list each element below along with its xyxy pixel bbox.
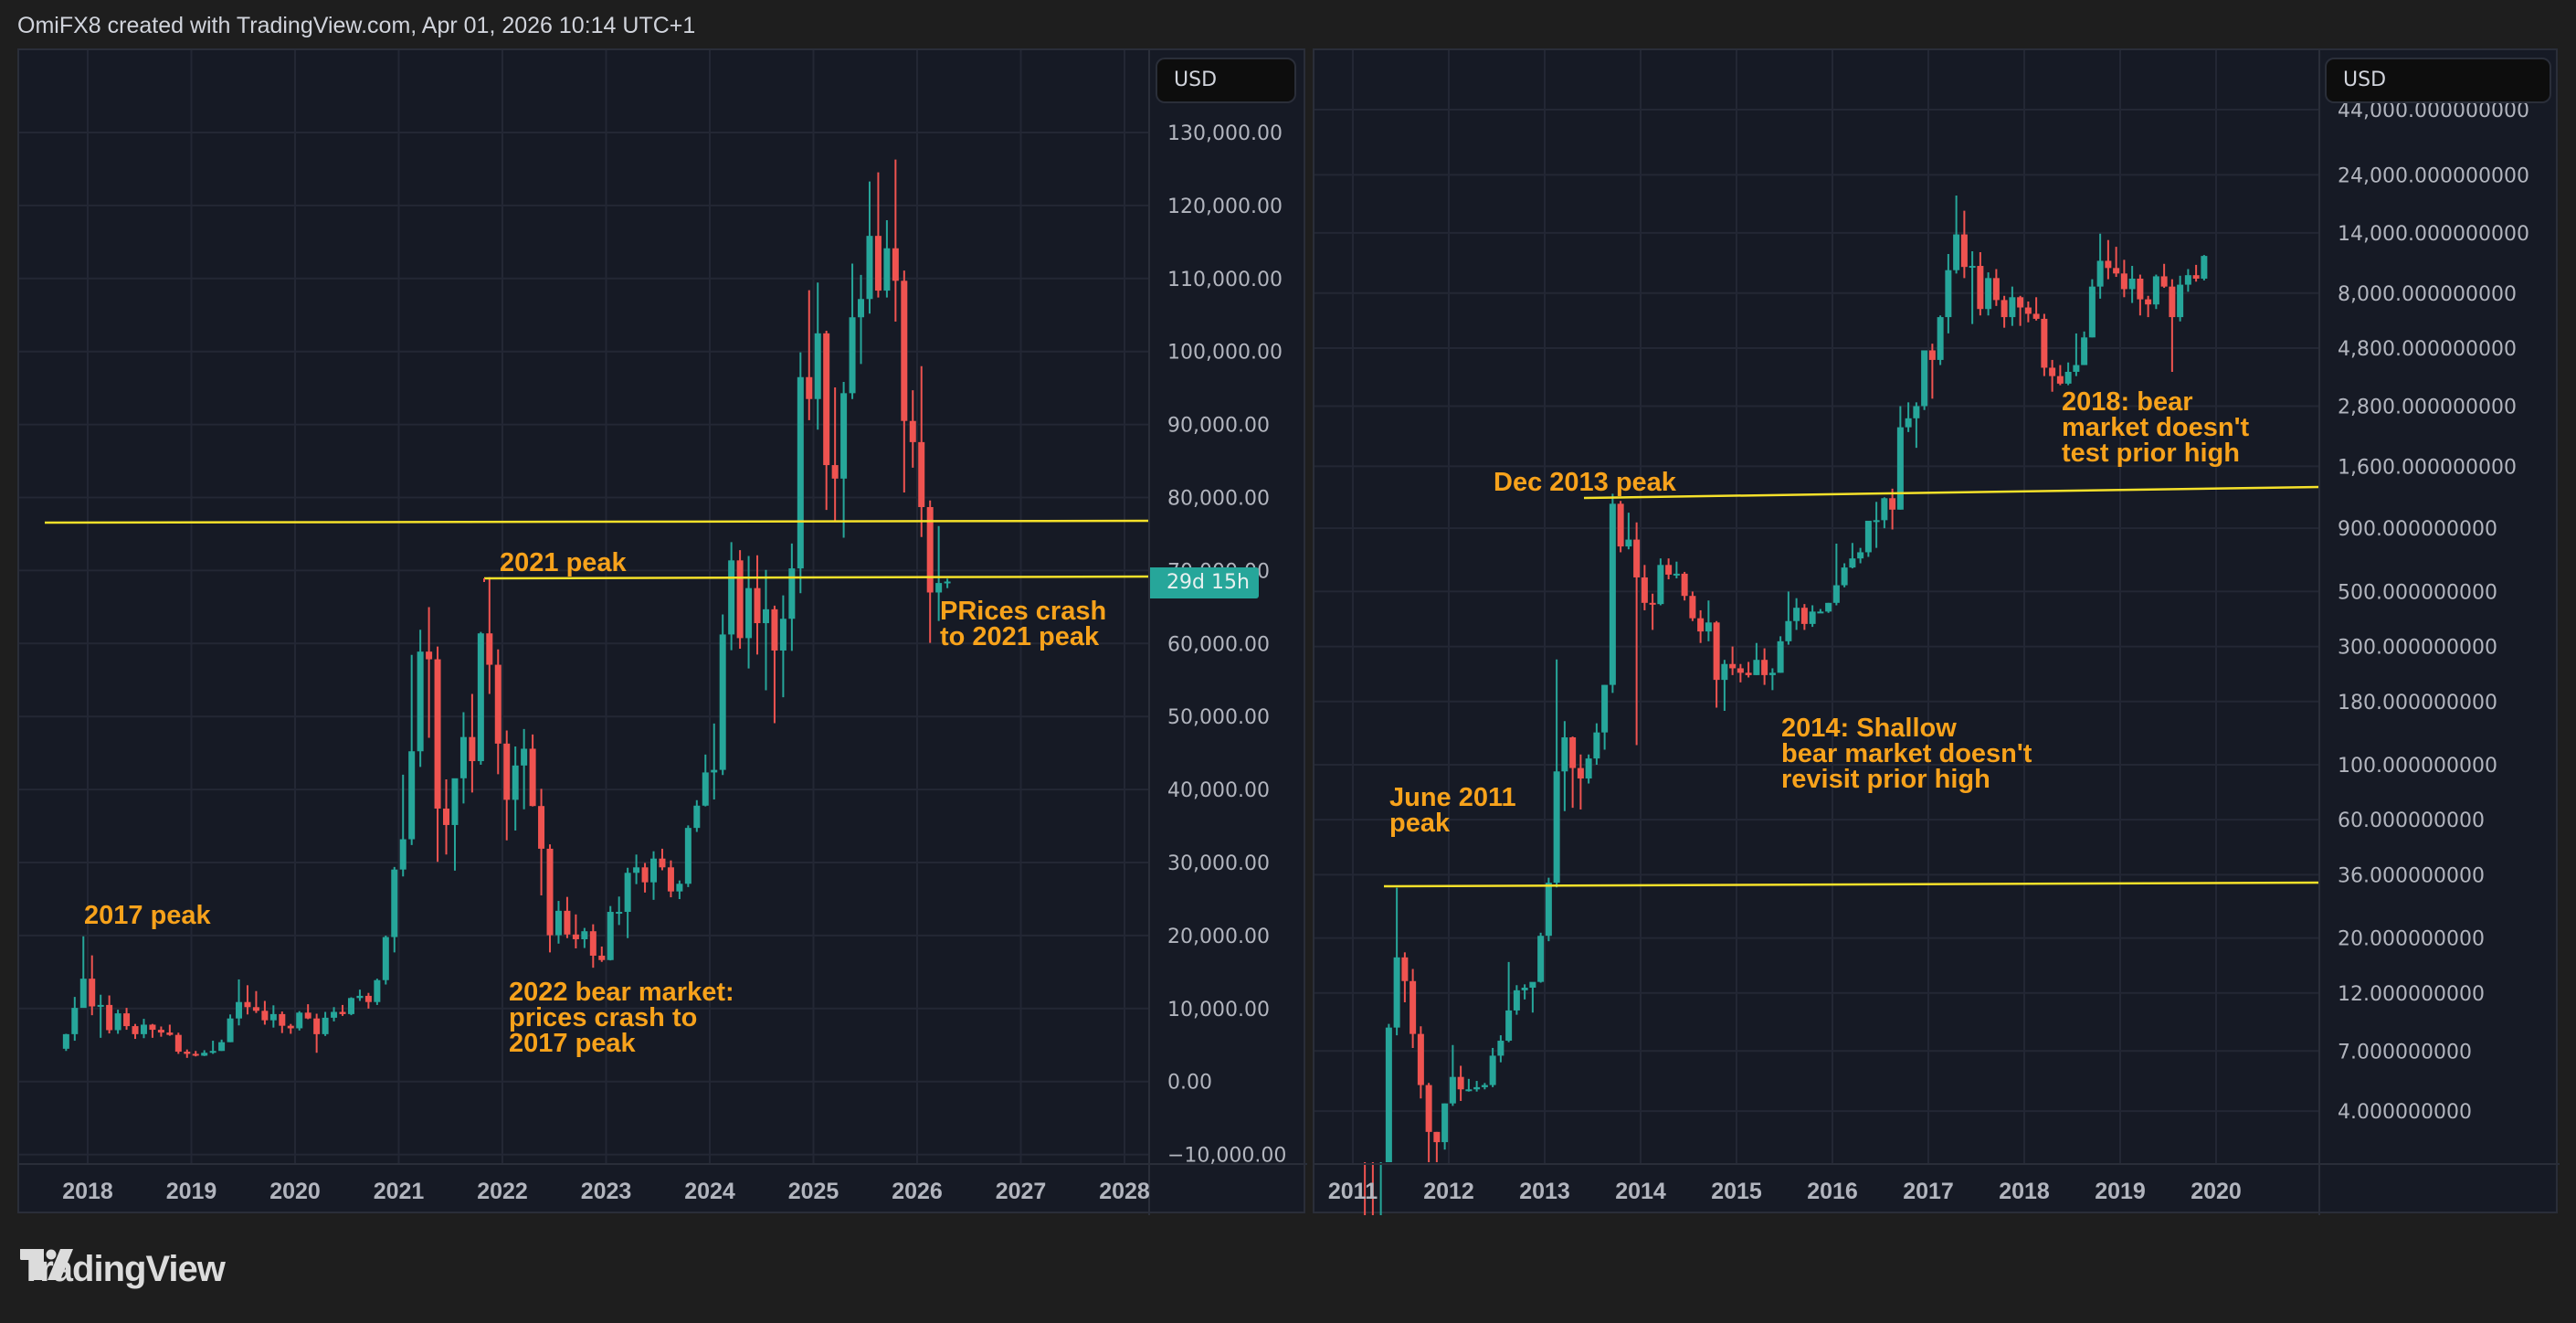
time-label: 2028	[1099, 1179, 1150, 1204]
left-time-axis[interactable]: 2018 2019 2020 2021 2022 2023 2024 2025 2026 2027…	[62, 1179, 1150, 1204]
annotation-2026-crash: PRices crash to 2021 peak	[940, 597, 1114, 651]
time-label: 2025	[788, 1179, 839, 1204]
time-label: 2024	[684, 1179, 735, 1204]
tradingview-logo-icon	[20, 1249, 73, 1280]
left-annotations: 2017 peak 2021 peak 2022 bear market: pr…	[84, 548, 1114, 1058]
right-chart-panel[interactable]: 44,000.000000000 24,000.000000000 14,000.0…	[1313, 48, 2560, 1215]
time-label: 2018	[62, 1179, 113, 1204]
time-label: 2016	[1807, 1179, 1858, 1204]
price-label: 36.000000000	[2338, 864, 2485, 887]
price-label: 50,000.00	[1167, 706, 1270, 729]
time-label: 2019	[2095, 1179, 2146, 1204]
right-candles	[1364, 196, 2208, 1215]
price-label: 0.00	[1167, 1072, 1212, 1095]
time-label: 2022	[477, 1179, 528, 1204]
price-label: 20.000000000	[2338, 928, 2485, 951]
right-grid	[1314, 50, 2319, 1164]
price-label: 90,000.00	[1167, 415, 1270, 438]
time-label: 2026	[892, 1179, 943, 1204]
price-label: 2,800.000000000	[2338, 396, 2517, 418]
price-label: 300.000000000	[2338, 637, 2497, 660]
price-label: 900.000000000	[2338, 518, 2497, 541]
price-label: 44,000.000000000	[2338, 100, 2529, 122]
time-label: 2020	[269, 1179, 321, 1204]
tradingview-logo[interactable]: TradingView	[20, 1249, 226, 1290]
time-label: 2015	[1711, 1179, 1762, 1204]
time-label: 2017	[1903, 1179, 1954, 1204]
left-price-axis[interactable]: 130,000.00 120,000.00 110,000.00 100,000.00…	[1167, 122, 1286, 1168]
price-label: 20,000.00	[1167, 926, 1270, 948]
price-label: 60.000000000	[2338, 810, 2485, 832]
price-label: 180.000000000	[2338, 692, 2497, 714]
price-label: 60,000.00	[1167, 633, 1270, 656]
time-label: 2018	[1999, 1179, 2050, 1204]
price-label: 120,000.00	[1167, 196, 1283, 218]
level-line-dec-2013-peak[interactable]	[1583, 485, 2320, 500]
price-label: 100.000000000	[2338, 755, 2497, 778]
annotation-2021-peak: 2021 peak	[500, 548, 628, 577]
level-line-june-2011-peak[interactable]	[1383, 881, 2320, 888]
price-label: 4.000000000	[2338, 1101, 2472, 1124]
annotation-dec-2013-peak: Dec 2013 peak	[1494, 468, 1677, 497]
left-grid	[19, 50, 1149, 1164]
annotation-2018-bear: 2018: bear market doesn't test prior hig…	[2062, 387, 2256, 468]
left-candles	[62, 159, 951, 1058]
right-time-axis[interactable]: 2011 2012 2013 2014 2015 2016 2017 2018 2019 2020	[1328, 1179, 2242, 1204]
left-chart-panel[interactable]: 130,000.00 120,000.00 110,000.00 100,000.00…	[17, 48, 1307, 1215]
right-chart-canvas[interactable]: 44,000.000000000 24,000.000000000 14,000.0…	[1314, 50, 2560, 1215]
price-label: 7.000000000	[2338, 1041, 2472, 1064]
price-label: −10,000.00	[1167, 1145, 1286, 1168]
price-label: 110,000.00	[1167, 269, 1283, 291]
time-label: 2020	[2191, 1179, 2242, 1204]
price-label: 130,000.00	[1167, 122, 1283, 145]
price-label: 30,000.00	[1167, 852, 1270, 875]
time-label: 2014	[1615, 1179, 1666, 1204]
time-label: 2023	[581, 1179, 632, 1204]
currency-button[interactable]: USD	[1156, 58, 1296, 103]
price-label: 1,600.000000000	[2338, 456, 2517, 479]
price-label: 14,000.000000000	[2338, 223, 2529, 246]
annotation-june-2011-peak: June 2011 peak	[1389, 783, 1524, 838]
time-label: 2019	[166, 1179, 217, 1204]
price-label: 80,000.00	[1167, 488, 1270, 511]
level-line-2017-peak[interactable]	[44, 519, 1150, 524]
time-label: 2021	[374, 1179, 425, 1204]
level-line-2021-peak[interactable]	[483, 575, 1150, 580]
chart-credit: OmiFX8 created with TradingView.com, Apr…	[17, 13, 696, 38]
time-label: 2011	[1328, 1179, 1378, 1204]
price-label: 100,000.00	[1167, 342, 1283, 365]
left-chart-canvas[interactable]: 130,000.00 120,000.00 110,000.00 100,000.00…	[19, 50, 1307, 1215]
currency-button[interactable]: USD	[2325, 58, 2551, 103]
time-label: 2013	[1519, 1179, 1570, 1204]
price-label: 4,800.000000000	[2338, 338, 2517, 361]
time-label: 2027	[996, 1179, 1047, 1204]
price-label: 8,000.000000000	[2338, 283, 2517, 306]
right-price-axis[interactable]: 44,000.000000000 24,000.000000000 14,000.0…	[2338, 100, 2529, 1124]
annotation-2017-peak: 2017 peak	[84, 901, 212, 930]
left-level-lines[interactable]	[44, 519, 1150, 582]
price-label: 500.000000000	[2338, 581, 2497, 604]
price-label: 24,000.000000000	[2338, 164, 2529, 187]
time-label: 2012	[1423, 1179, 1474, 1204]
price-label: 10,000.00	[1167, 999, 1270, 1021]
annotation-2022-bear: 2022 bear market: prices crash to 2017 p…	[509, 978, 742, 1058]
bar-countdown-badge: 29d 15h	[1150, 567, 1259, 598]
right-level-lines[interactable]	[1383, 485, 2320, 888]
annotation-2014-bear: 2014: Shallow bear market doesn't revisi…	[1781, 714, 2040, 794]
price-label: 12.000000000	[2338, 983, 2485, 1006]
right-annotations: June 2011 peak Dec 2013 peak 2014: Shall…	[1389, 387, 2256, 838]
price-label: 40,000.00	[1167, 779, 1270, 802]
